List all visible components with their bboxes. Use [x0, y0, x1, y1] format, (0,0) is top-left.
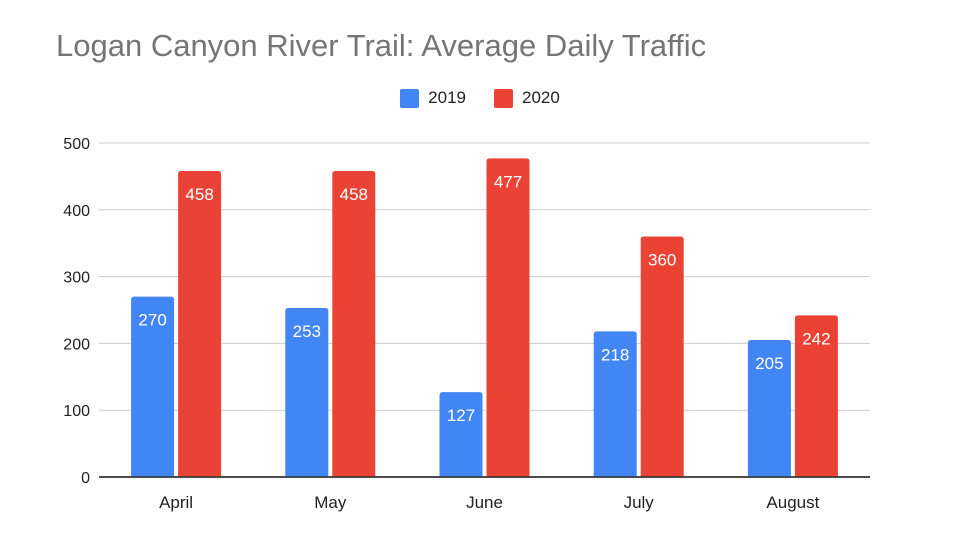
data-label-2020-june: 477: [494, 172, 522, 191]
data-label-2020-april: 458: [185, 185, 213, 204]
bar-2019-april: [131, 296, 175, 477]
data-label-2019-june: 127: [447, 406, 475, 425]
bar-2020-june: [486, 158, 530, 477]
legend-label-2019: 2019: [428, 88, 466, 107]
y-tick-label-400: 400: [63, 203, 90, 220]
y-tick-label-0: 0: [81, 470, 90, 487]
bar-2019-august: [747, 340, 791, 477]
legend-item-2019: 2019: [400, 88, 466, 108]
x-category-label-april: April: [159, 493, 193, 512]
chart-title: Logan Canyon River Trail: Average Daily …: [56, 28, 707, 63]
legend-swatch-2019: [400, 88, 420, 108]
data-label-2019-august: 205: [755, 354, 783, 373]
data-label-2020-july: 360: [648, 251, 676, 270]
data-label-2019-july: 218: [601, 345, 629, 364]
bar-2020-july: [640, 236, 684, 477]
x-category-label-june: June: [466, 493, 503, 512]
legend-swatch-2020: [494, 88, 513, 108]
y-tick-label-300: 300: [63, 270, 90, 287]
bar-2020-may: [332, 171, 376, 477]
legend-label-2020: 2020: [522, 88, 560, 107]
data-label-2020-may: 458: [340, 185, 368, 204]
legend-item-2020: 2020: [494, 88, 560, 108]
data-label-2019-april: 270: [138, 311, 166, 330]
bar-2020-august: [794, 315, 838, 477]
bar-2020-april: [178, 171, 222, 477]
y-tick-label-500: 500: [63, 136, 90, 153]
legend: 2019 2020: [0, 88, 960, 108]
x-category-label-may: May: [314, 493, 347, 512]
x-category-label-july: July: [624, 493, 655, 512]
y-tick-label-100: 100: [63, 403, 90, 420]
bar-2019-may: [285, 307, 329, 477]
data-label-2020-august: 242: [802, 329, 830, 348]
x-category-label-august: August: [766, 493, 819, 512]
y-tick-label-200: 200: [63, 336, 90, 353]
bar-2019-july: [593, 331, 637, 477]
data-label-2019-may: 253: [293, 322, 321, 341]
bar-2019-june: [439, 392, 483, 477]
